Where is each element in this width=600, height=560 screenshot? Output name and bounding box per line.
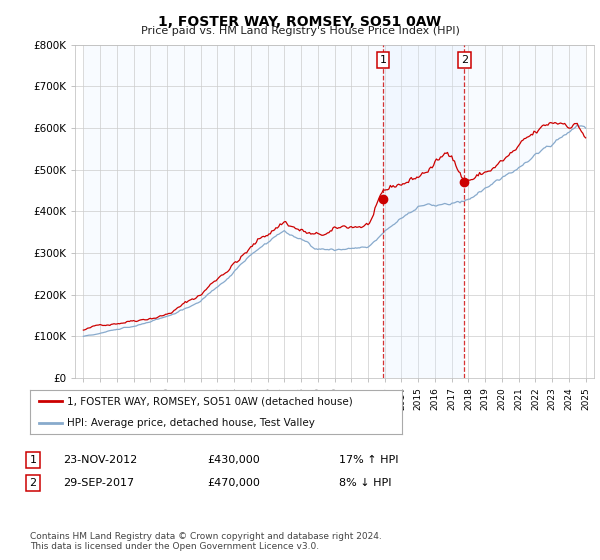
Text: 2: 2 bbox=[461, 55, 468, 65]
Text: Contains HM Land Registry data © Crown copyright and database right 2024.
This d: Contains HM Land Registry data © Crown c… bbox=[30, 532, 382, 552]
Text: 8% ↓ HPI: 8% ↓ HPI bbox=[339, 478, 391, 488]
Text: 1: 1 bbox=[380, 55, 386, 65]
Text: 29-SEP-2017: 29-SEP-2017 bbox=[63, 478, 134, 488]
Text: 1, FOSTER WAY, ROMSEY, SO51 0AW (detached house): 1, FOSTER WAY, ROMSEY, SO51 0AW (detache… bbox=[67, 396, 353, 406]
Text: Price paid vs. HM Land Registry's House Price Index (HPI): Price paid vs. HM Land Registry's House … bbox=[140, 26, 460, 36]
Text: 17% ↑ HPI: 17% ↑ HPI bbox=[339, 455, 398, 465]
Text: 1, FOSTER WAY, ROMSEY, SO51 0AW: 1, FOSTER WAY, ROMSEY, SO51 0AW bbox=[158, 15, 442, 29]
Text: 2: 2 bbox=[29, 478, 37, 488]
Text: £470,000: £470,000 bbox=[207, 478, 260, 488]
Text: £430,000: £430,000 bbox=[207, 455, 260, 465]
Text: 23-NOV-2012: 23-NOV-2012 bbox=[63, 455, 137, 465]
Bar bbox=[383, 45, 464, 378]
Text: HPI: Average price, detached house, Test Valley: HPI: Average price, detached house, Test… bbox=[67, 418, 315, 428]
Text: 1: 1 bbox=[29, 455, 37, 465]
